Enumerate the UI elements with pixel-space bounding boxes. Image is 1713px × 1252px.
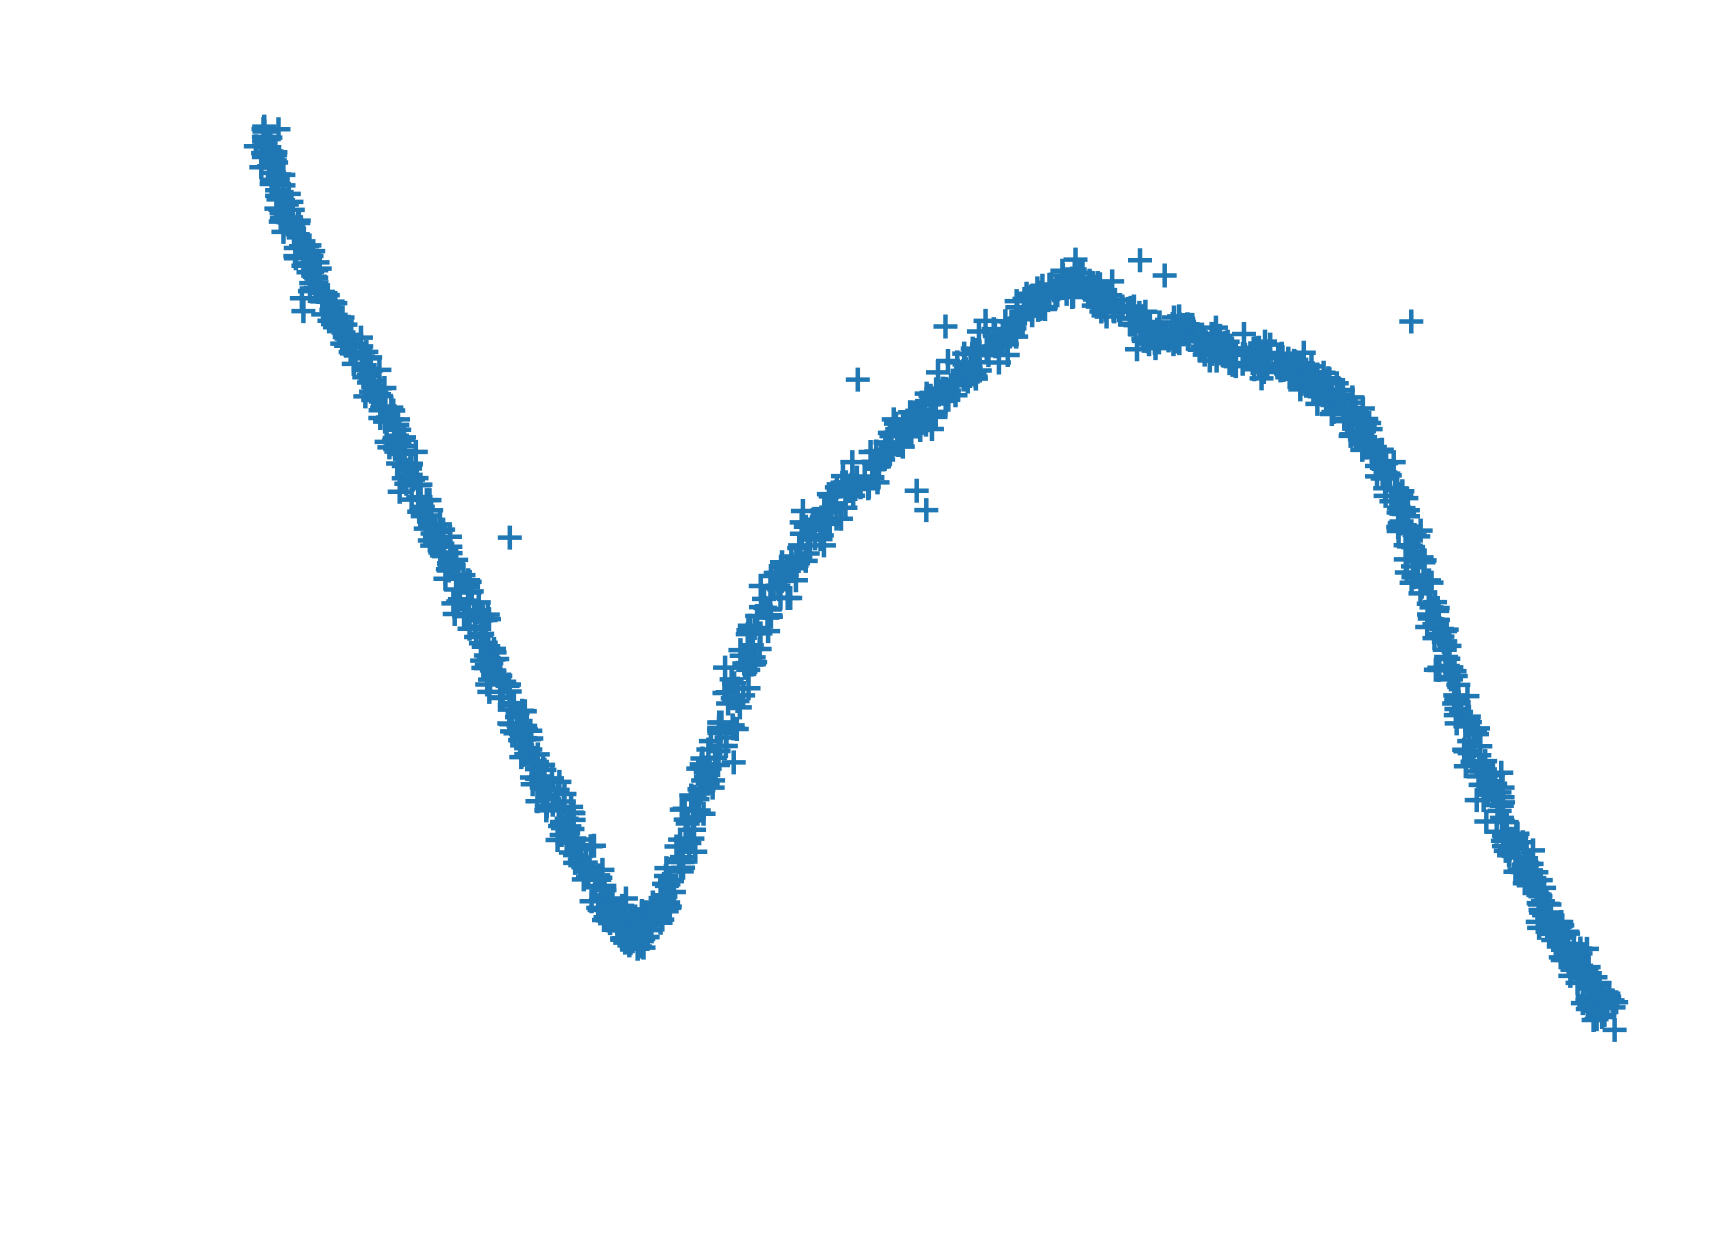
scatter-point-outlier bbox=[766, 573, 791, 598]
scatter-point-outlier bbox=[914, 498, 939, 523]
scatter-point bbox=[1137, 332, 1162, 357]
scatter-point bbox=[477, 679, 502, 704]
scatter-point-outlier bbox=[497, 525, 522, 550]
scatter-point bbox=[329, 309, 354, 334]
scatter-point bbox=[923, 402, 948, 427]
scatter-point bbox=[1100, 269, 1125, 294]
scatter-point bbox=[581, 833, 606, 858]
scatter-point bbox=[797, 527, 822, 552]
scatter-point bbox=[1387, 511, 1412, 536]
scatter-point bbox=[1521, 838, 1546, 863]
scatter-point bbox=[840, 450, 865, 475]
scatter-point bbox=[433, 566, 458, 591]
scatter-point bbox=[1400, 554, 1425, 579]
scatter-point bbox=[473, 607, 498, 632]
scatter-point bbox=[707, 710, 732, 735]
scatter-point bbox=[742, 616, 767, 641]
scatter-point bbox=[919, 417, 944, 442]
scatter-point bbox=[1455, 712, 1480, 737]
scatter-point bbox=[1442, 691, 1467, 716]
scatter-point bbox=[819, 496, 844, 521]
scatter-point bbox=[1373, 460, 1398, 485]
scatter-point bbox=[1548, 913, 1573, 938]
scatter-point bbox=[1411, 550, 1436, 575]
scatter-point-outlier bbox=[1399, 309, 1424, 334]
scatter-point bbox=[1433, 619, 1458, 644]
scatter-point bbox=[1602, 1017, 1627, 1042]
scatter-point bbox=[721, 716, 746, 741]
scatter-point bbox=[675, 811, 700, 836]
scatter-point bbox=[1511, 852, 1536, 877]
scatter-point bbox=[1146, 319, 1171, 344]
scatter-point bbox=[1442, 659, 1467, 684]
scatter-point bbox=[1294, 366, 1319, 391]
scatter-point bbox=[1217, 351, 1242, 376]
scatter-point-outlier bbox=[904, 478, 929, 503]
scatter-point bbox=[830, 471, 855, 496]
scatter-point-outlier bbox=[1152, 263, 1177, 288]
scatter-point-outlier bbox=[1128, 248, 1153, 273]
scatter-point bbox=[385, 412, 410, 437]
scatter-point bbox=[358, 368, 383, 393]
scatter-point bbox=[682, 784, 707, 809]
series-points bbox=[243, 114, 1629, 1042]
scatter-point bbox=[1455, 684, 1480, 709]
scatter-point bbox=[1425, 595, 1450, 620]
scatter-point bbox=[457, 569, 482, 594]
scatter-point bbox=[722, 671, 747, 696]
scatter-point bbox=[271, 162, 296, 187]
scatter-point-outlier bbox=[845, 367, 870, 392]
scatter-point bbox=[1402, 522, 1427, 547]
scatter-point bbox=[667, 850, 692, 875]
scatter-point bbox=[1475, 773, 1500, 798]
scatter-point bbox=[864, 439, 889, 464]
scatter-point-outlier bbox=[933, 314, 958, 339]
scatter-point bbox=[1522, 868, 1547, 893]
scatter-point bbox=[1339, 422, 1364, 447]
scatter-point bbox=[691, 801, 716, 826]
scatter-point bbox=[391, 453, 416, 478]
scatter-point bbox=[1457, 710, 1482, 735]
scatter-point bbox=[1398, 533, 1423, 558]
scatter-point bbox=[552, 782, 577, 807]
scatter-point bbox=[1026, 297, 1051, 322]
scatter-point bbox=[416, 503, 441, 528]
scatter-point bbox=[1600, 988, 1625, 1013]
scatter-point bbox=[501, 692, 526, 717]
scatter-point bbox=[565, 827, 590, 852]
scatter-point bbox=[549, 809, 574, 834]
scatter-point bbox=[1574, 957, 1599, 982]
scatter-point bbox=[719, 667, 744, 692]
scatter-point bbox=[756, 597, 781, 622]
scatter-point bbox=[1419, 570, 1444, 595]
scatter-point bbox=[291, 299, 316, 324]
scatter-point bbox=[276, 181, 301, 206]
scatter-point bbox=[413, 516, 438, 541]
scatter-point bbox=[1176, 312, 1201, 337]
scatter-point bbox=[440, 548, 465, 573]
scatter-point bbox=[1471, 788, 1496, 813]
scatter-point bbox=[939, 373, 964, 398]
scatter-point bbox=[1416, 568, 1441, 593]
scatter-point bbox=[721, 750, 746, 775]
scatter-point bbox=[403, 439, 428, 464]
scatter-point bbox=[1460, 749, 1485, 774]
scatter-point bbox=[1314, 389, 1339, 414]
scatter-point bbox=[692, 756, 717, 781]
scatter-point bbox=[1022, 287, 1047, 312]
